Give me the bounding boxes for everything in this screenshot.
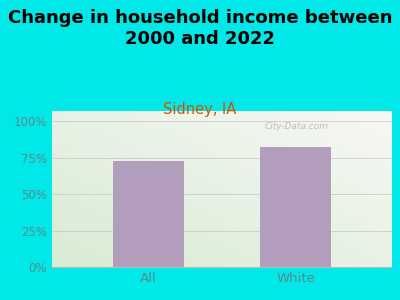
Text: Change in household income between
2000 and 2022: Change in household income between 2000 … (8, 9, 392, 48)
Text: Sidney, IA: Sidney, IA (163, 102, 237, 117)
Bar (260, 147, 331, 267)
Bar (113, 160, 184, 267)
Text: City-Data.com: City-Data.com (265, 122, 329, 131)
